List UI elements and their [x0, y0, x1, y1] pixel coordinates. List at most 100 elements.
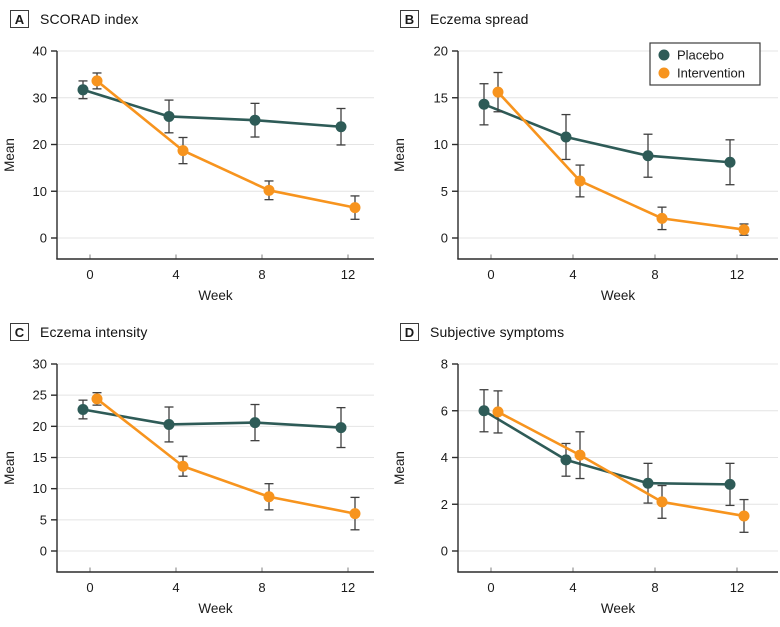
- data-point-placebo: [249, 114, 261, 126]
- series-line-intervention: [96, 79, 356, 209]
- plot-scorad-index: 0 10 20 30 40 0 4 8 12 Week Mean: [2, 44, 374, 303]
- series-line-placebo: [483, 103, 731, 164]
- data-point-intervention: [656, 212, 668, 224]
- y-tick-label: 8: [441, 357, 448, 372]
- legend-marker-intervention-icon: [658, 67, 670, 79]
- series-line-placebo: [82, 88, 342, 129]
- data-point-placebo: [335, 121, 347, 133]
- data-point-intervention: [492, 406, 504, 418]
- data-point-intervention: [656, 496, 668, 508]
- y-tick-label: 15: [434, 90, 448, 105]
- x-tick-label: 4: [569, 580, 576, 595]
- series-line-placebo: [483, 409, 731, 486]
- series-line-intervention: [497, 410, 745, 518]
- data-point-placebo: [335, 422, 347, 434]
- data-point-placebo: [163, 418, 175, 430]
- data-point-intervention: [91, 75, 103, 87]
- panel-letter-d: D: [400, 323, 419, 341]
- panel-letter-c: C: [10, 323, 29, 341]
- x-axis-title: Week: [601, 601, 636, 616]
- data-point-intervention: [738, 224, 750, 236]
- y-tick-label: 10: [434, 137, 448, 152]
- y-tick-label: 20: [33, 419, 47, 434]
- data-point-intervention: [574, 175, 586, 187]
- data-point-intervention: [349, 202, 361, 214]
- panel-title-a: SCORAD index: [40, 11, 139, 27]
- panel-letter-a: A: [10, 10, 29, 28]
- series-line-intervention: [96, 397, 356, 515]
- series-line-intervention: [497, 91, 745, 231]
- x-tick-label: 4: [172, 267, 179, 282]
- y-tick-label: 0: [441, 231, 448, 246]
- panel-header-a: A SCORAD index: [10, 9, 390, 29]
- y-tick-label: 6: [441, 403, 448, 418]
- y-tick-label: 4: [441, 450, 448, 465]
- data-point-placebo: [77, 84, 89, 96]
- data-point-intervention: [177, 145, 189, 157]
- legend-box: [649, 42, 761, 86]
- y-tick-label: 5: [40, 512, 47, 527]
- panel-scorad-index: A SCORAD index 0 10 20 30 40 0 4 8 12 Week Mean: [0, 0, 390, 313]
- data-point-intervention: [574, 449, 586, 461]
- panel-title-d: Subjective symptoms: [430, 324, 565, 340]
- y-tick-label: 0: [40, 544, 47, 559]
- x-tick-label: 0: [86, 580, 93, 595]
- data-point-placebo: [560, 131, 572, 143]
- data-point-placebo: [642, 150, 654, 162]
- data-point-placebo: [478, 405, 490, 417]
- y-tick-label: 5: [441, 184, 448, 199]
- y-tick-label: 25: [33, 388, 47, 403]
- x-tick-label: 12: [730, 267, 744, 282]
- y-axis-title: Mean: [392, 138, 407, 172]
- series-line-placebo: [82, 408, 342, 429]
- y-axis-title: Mean: [2, 138, 17, 172]
- data-point-intervention: [263, 491, 275, 503]
- plot-subjective-symptoms: 0 2 4 6 8 0 4 8 12 Week Mean: [392, 357, 778, 616]
- y-tick-label: 20: [434, 44, 448, 59]
- panel-header-c: C Eczema intensity: [10, 322, 390, 342]
- y-tick-label: 10: [33, 184, 47, 199]
- x-tick-label: 8: [258, 267, 265, 282]
- x-axis-title: Week: [198, 601, 233, 616]
- legend-marker-placebo-icon: [658, 49, 670, 61]
- data-point-intervention: [349, 508, 361, 520]
- panel-eczema-spread: B Eczema spread 0 5 10 15 20 0 4 8 12 Week Mean Pla…: [390, 0, 780, 313]
- y-tick-label: 30: [33, 90, 47, 105]
- x-tick-label: 4: [172, 580, 179, 595]
- y-axis-title: Mean: [2, 451, 17, 485]
- panel-eczema-intensity: C Eczema intensity 0 5 10 15 20 25 30 0 4 8 12 Week…: [0, 313, 390, 627]
- plot-eczema-intensity: 0 5 10 15 20 25 30 0 4 8 12 Week Mean: [2, 357, 374, 616]
- x-tick-label: 12: [730, 580, 744, 595]
- data-point-placebo: [642, 477, 654, 489]
- x-axis-title: Week: [198, 288, 233, 303]
- x-tick-label: 8: [258, 580, 265, 595]
- y-tick-label: 2: [441, 497, 448, 512]
- y-tick-label: 30: [33, 357, 47, 372]
- data-point-intervention: [492, 86, 504, 98]
- x-tick-label: 12: [341, 267, 355, 282]
- panel-title-b: Eczema spread: [430, 11, 529, 27]
- data-point-placebo: [163, 110, 175, 122]
- y-tick-label: 40: [33, 44, 47, 59]
- data-point-intervention: [263, 184, 275, 196]
- x-tick-label: 0: [86, 267, 93, 282]
- x-tick-label: 8: [651, 580, 658, 595]
- y-axis-title: Mean: [392, 451, 407, 485]
- panel-header-d: D Subjective symptoms: [400, 322, 780, 342]
- data-point-placebo: [478, 98, 490, 110]
- y-tick-label: 15: [33, 450, 47, 465]
- data-point-placebo: [77, 404, 89, 416]
- data-point-placebo: [724, 478, 736, 490]
- x-tick-label: 12: [341, 580, 355, 595]
- legend-label-placebo: Placebo: [677, 48, 724, 63]
- data-point-placebo: [724, 156, 736, 168]
- panel-subjective-symptoms: D Subjective symptoms 0 2 4 6 8 0 4 8 12 Week Mean: [390, 313, 780, 627]
- panel-letter-b: B: [400, 10, 419, 28]
- plot-eczema-spread: 0 5 10 15 20 0 4 8 12 Week Mean Placebo Intervention: [392, 42, 778, 303]
- x-axis-title: Week: [601, 288, 636, 303]
- y-tick-label: 10: [33, 481, 47, 496]
- x-tick-label: 4: [569, 267, 576, 282]
- panel-title-c: Eczema intensity: [40, 324, 148, 340]
- data-point-intervention: [177, 460, 189, 472]
